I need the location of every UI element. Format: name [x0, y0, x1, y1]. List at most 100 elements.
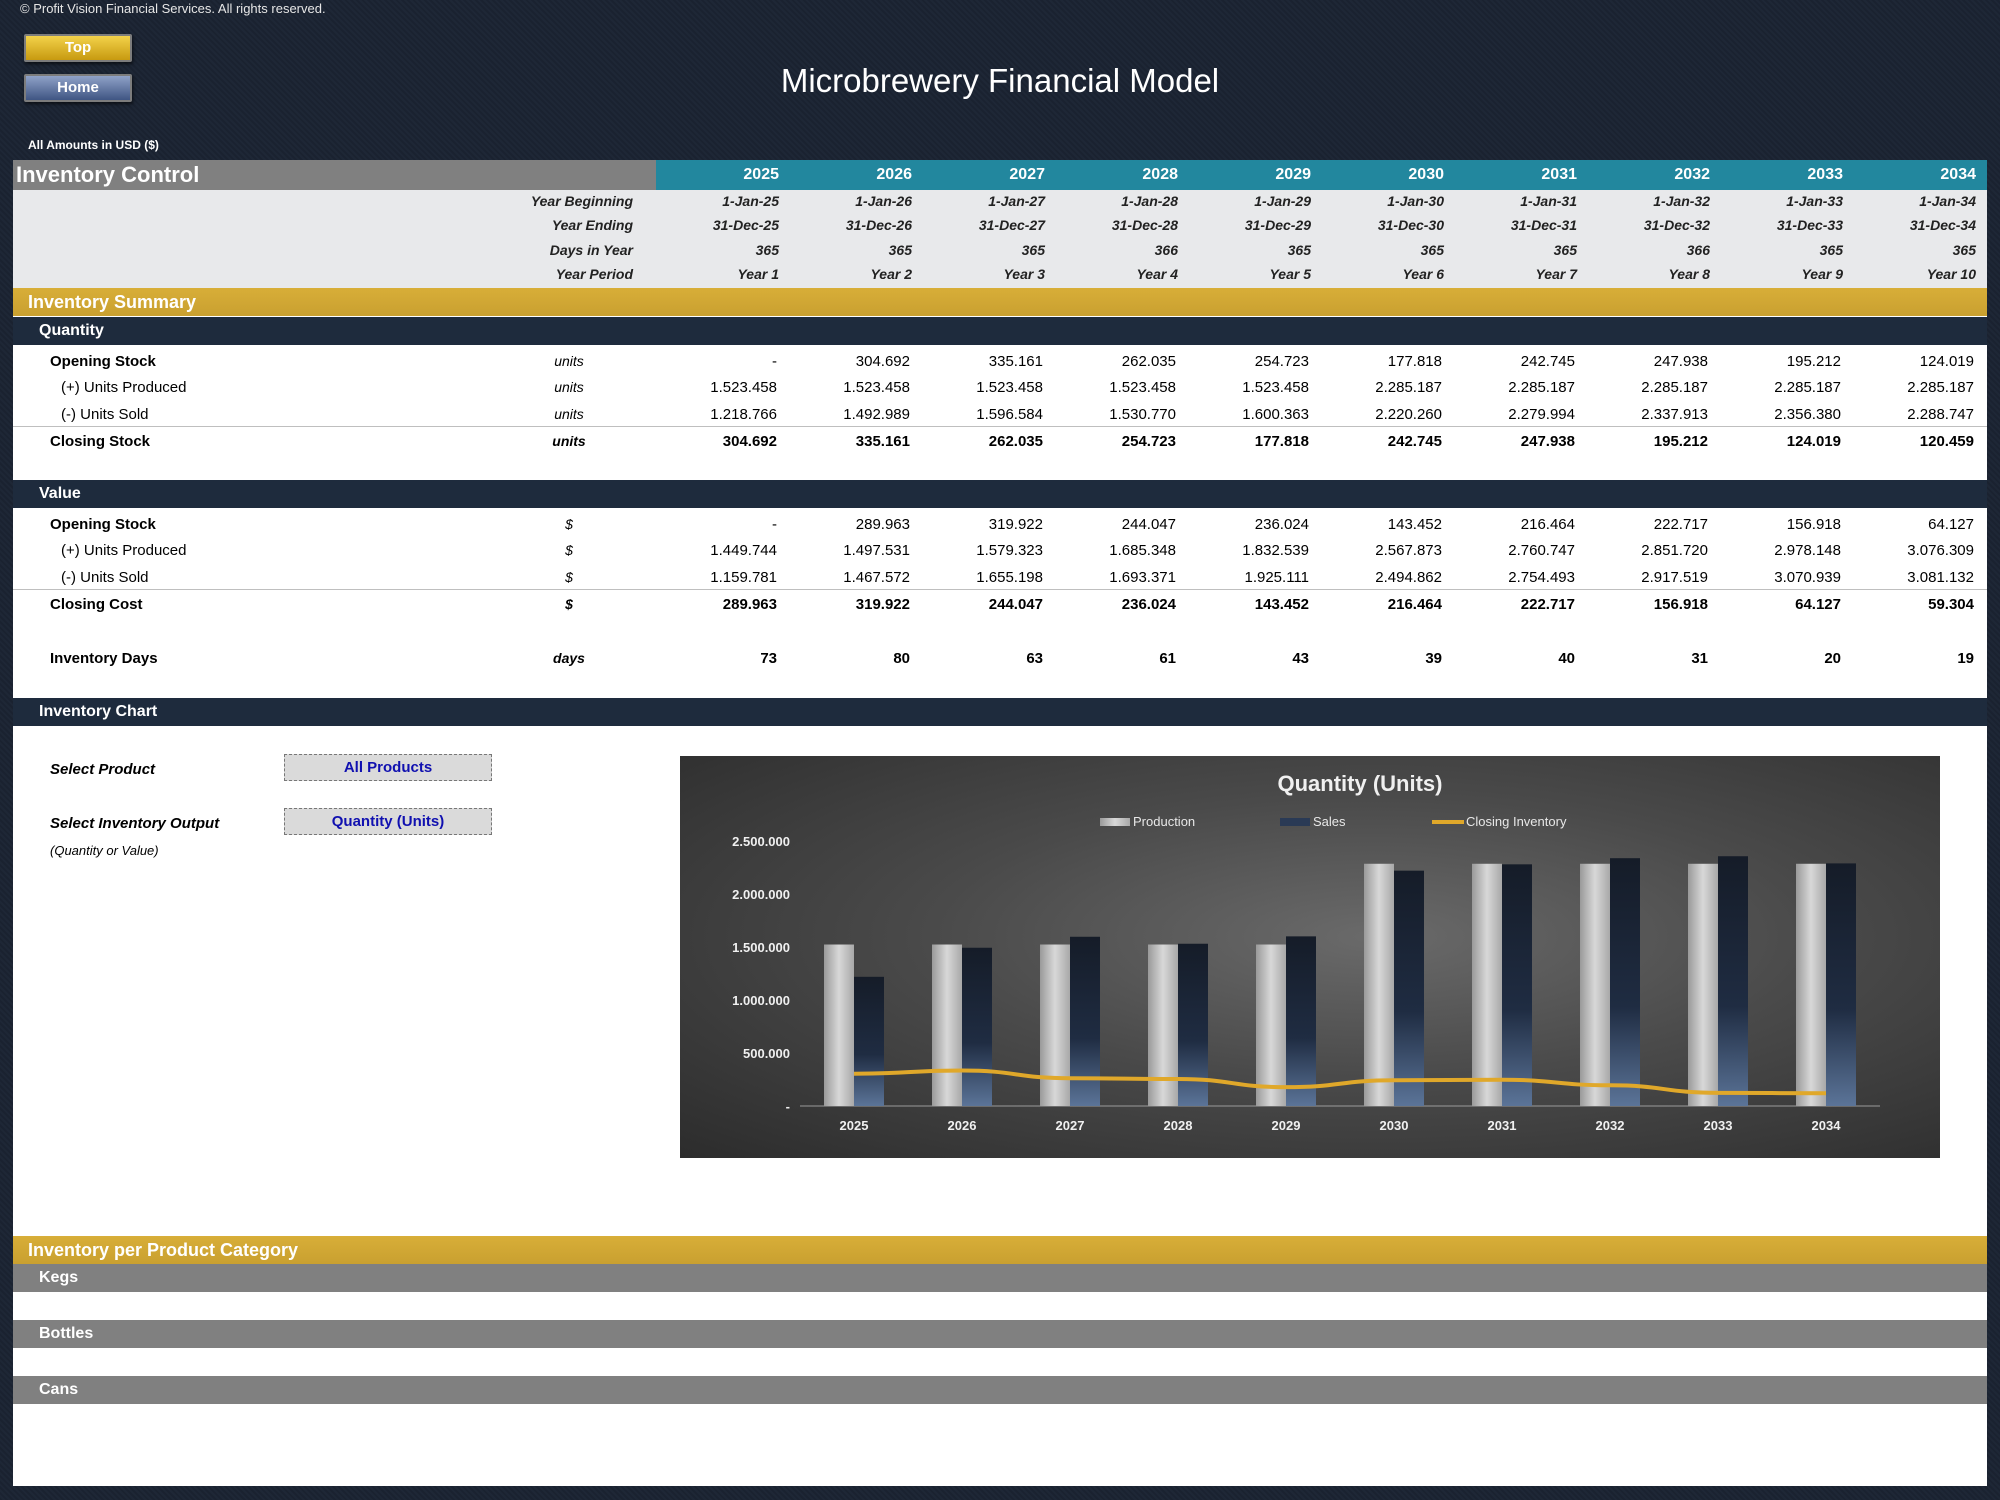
- year-ending-cell: 31-Dec-27: [978, 217, 1045, 233]
- table-row: (+) Units Produced units 1.523.458 1.523.45…: [13, 379, 1987, 405]
- value-cell: 2.917.519: [1641, 569, 1708, 586]
- value-cell: 216.464: [1387, 596, 1442, 613]
- value-cell: 39: [1425, 650, 1442, 667]
- value-cell: 61: [1159, 650, 1176, 667]
- year-period-cell: Year 8: [1668, 266, 1710, 282]
- value-cell: 222.717: [1653, 516, 1708, 533]
- value-cell: 216.464: [1520, 516, 1575, 533]
- year-beginning-cell: 1-Jan-30: [1387, 193, 1444, 209]
- year-beginning-cell: 1-Jan-31: [1520, 193, 1577, 209]
- table-row: (-) Units Sold units 1.218.766 1.492.989 1.5…: [13, 406, 1987, 432]
- days-in-year-cell: 365: [1420, 242, 1444, 258]
- y-tick-label: 2.500.000: [732, 834, 790, 849]
- value-cell: 2.285.187: [1641, 379, 1708, 396]
- value-cell: 2.978.148: [1774, 542, 1841, 559]
- value-cell: 2.285.187: [1508, 379, 1575, 396]
- value-cell: 1.497.531: [843, 542, 910, 559]
- production-bar: [1796, 863, 1826, 1106]
- table-row: Closing Cost $289.963 319.922 244.047 236.02…: [13, 596, 1987, 622]
- year-ending-cell: 31-Dec-30: [1377, 217, 1444, 233]
- value-cell: 1.523.458: [1109, 379, 1176, 396]
- days-in-year-cell: 365: [888, 242, 912, 258]
- x-tick-label: 2029: [1272, 1118, 1301, 1133]
- value-cell: 19: [1957, 650, 1974, 667]
- value-cell: 319.922: [855, 596, 910, 613]
- currency-note: All Amounts in USD ($): [28, 138, 159, 152]
- value-cell: 1.449.744: [710, 542, 777, 559]
- legend-closing-label: Closing Inventory: [1466, 814, 1567, 829]
- production-bar: [1580, 863, 1610, 1106]
- production-bar: [1040, 944, 1070, 1106]
- value-cell: 244.047: [988, 596, 1043, 613]
- value-cell: 2.285.187: [1907, 379, 1974, 396]
- year-beginning-cell: 1-Jan-33: [1786, 193, 1843, 209]
- value-header: Value: [13, 480, 1987, 508]
- year-period-cell: Year 5: [1269, 266, 1311, 282]
- value-cell: 43: [1292, 650, 1309, 667]
- value-cell: 254.723: [1121, 433, 1176, 450]
- x-tick-label: 2031: [1488, 1118, 1517, 1133]
- select-product-label: Select Product: [50, 761, 156, 778]
- year-header-cell: 2030: [1408, 166, 1444, 183]
- value-cell: 247.938: [1653, 353, 1708, 370]
- value-cell: 64.127: [1795, 596, 1841, 613]
- value-cell: 40: [1558, 650, 1575, 667]
- value-cell: 2.337.913: [1641, 406, 1708, 423]
- product-category-header: Inventory per Product Category: [13, 1236, 1987, 1264]
- row-unit: $: [565, 596, 573, 612]
- year-beginning-cell: 1-Jan-27: [988, 193, 1045, 209]
- row-unit: $: [565, 516, 573, 532]
- value-cell: 195.212: [1786, 353, 1841, 370]
- value-cell: 80: [893, 650, 910, 667]
- value-cell: 1.693.371: [1109, 569, 1176, 586]
- legend-production-label: Production: [1133, 814, 1195, 829]
- value-cell: 222.717: [1520, 596, 1575, 613]
- select-output-dropdown[interactable]: Quantity (Units): [284, 808, 492, 835]
- category-kegs: Kegs: [13, 1264, 1987, 1292]
- value-cell: 236.024: [1254, 516, 1309, 533]
- year-beginning-cell: 1-Jan-29: [1254, 193, 1311, 209]
- home-button[interactable]: Home: [24, 74, 132, 102]
- row-label: Inventory Days: [50, 650, 158, 667]
- row-unit: $: [565, 542, 573, 558]
- worksheet: Inventory Control 2025 2026 2027 2028 2029 20…: [13, 160, 1987, 1486]
- quantity-total-divider: [13, 426, 1987, 427]
- select-product-dropdown[interactable]: All Products: [284, 754, 492, 781]
- value-cell: 124.019: [1919, 353, 1974, 370]
- page-title: Microbrewery Financial Model: [780, 62, 1220, 99]
- row-label: Opening Stock: [50, 516, 156, 533]
- sales-bar: [1826, 863, 1856, 1106]
- value-cell: 31: [1691, 650, 1708, 667]
- sales-bar: [1286, 936, 1316, 1106]
- table-row: (-) Units Sold $1.159.781 1.467.572 1.655.1…: [13, 569, 1987, 595]
- year-beginning-cell: 1-Jan-34: [1919, 193, 1976, 209]
- value-cell: 2.760.747: [1508, 542, 1575, 559]
- days-in-year-cell: 365: [1819, 242, 1843, 258]
- row-label: Opening Stock: [50, 353, 156, 370]
- value-cell: 244.047: [1121, 516, 1176, 533]
- value-cell: 124.019: [1786, 433, 1841, 450]
- value-cell: 1.523.458: [710, 379, 777, 396]
- x-tick-label: 2027: [1056, 1118, 1085, 1133]
- value-cell: 2.356.380: [1774, 406, 1841, 423]
- output-note: (Quantity or Value): [50, 843, 159, 858]
- year-ending-cell: 31-Dec-26: [845, 217, 912, 233]
- year-header-cell: 2026: [876, 166, 912, 183]
- value-cell: 3.081.132: [1907, 569, 1974, 586]
- value-cell: 1.218.766: [710, 406, 777, 423]
- sales-bar: [1502, 864, 1532, 1106]
- table-row: Opening Stock $ - 289.963 319.922 244.047 236.…: [13, 516, 1987, 542]
- value-cell: 177.818: [1387, 353, 1442, 370]
- value-cell: 2.279.994: [1508, 406, 1575, 423]
- x-tick-label: 2034: [1812, 1118, 1842, 1133]
- value-cell: -: [772, 353, 777, 370]
- value-cell: 1.159.781: [710, 569, 777, 586]
- row-unit: units: [552, 433, 586, 449]
- top-button[interactable]: Top: [24, 34, 132, 62]
- row-label: (-) Units Sold: [61, 569, 149, 586]
- production-bar: [1472, 863, 1502, 1106]
- inventory-chart-header: Inventory Chart: [13, 698, 1987, 726]
- value-cell: 20: [1824, 650, 1841, 667]
- production-bar: [932, 944, 962, 1106]
- value-cell: 289.963: [855, 516, 910, 533]
